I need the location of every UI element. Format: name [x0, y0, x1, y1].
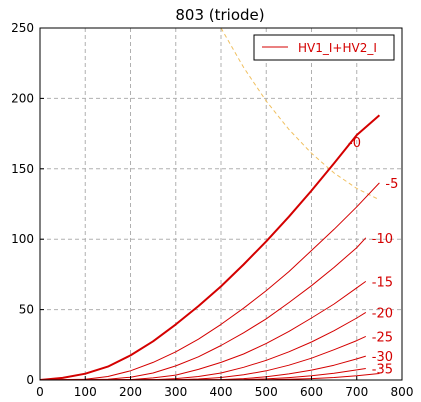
x-tick-label: 800 — [391, 385, 414, 399]
x-tick-label: 500 — [255, 385, 278, 399]
ticks: 0 100 200 300 400 500 600 700 800 0 50 100 150 200 250 — [11, 21, 413, 399]
curve-label: -35 — [372, 362, 393, 377]
y-tick-label: 0 — [26, 373, 34, 387]
series-line-0 — [40, 114, 381, 380]
load-line-layer — [220, 28, 380, 201]
y-tick-label: 100 — [11, 232, 34, 246]
series-line-1 — [40, 182, 380, 380]
curve-label: -0 — [348, 136, 361, 151]
legend: HV1_I+HV2_I — [253, 34, 395, 61]
x-tick-label: 200 — [119, 385, 142, 399]
curve-label: -5 — [385, 177, 398, 192]
series-line-2 — [40, 237, 367, 380]
x-tick-label: 600 — [300, 385, 323, 399]
y-tick-label: 200 — [11, 91, 34, 105]
curve-labels: -0 -5 -10 -15 -20 -25 -30-35 — [348, 136, 398, 377]
series-line-3 — [40, 280, 367, 380]
curve-label: -30 — [372, 350, 393, 365]
grid — [40, 28, 402, 380]
x-tick-label: 400 — [210, 385, 233, 399]
y-tick-label: 150 — [11, 162, 34, 176]
x-tick-label: 0 — [36, 385, 44, 399]
chart-title: 803 (triode) — [175, 6, 264, 24]
load-line — [220, 28, 380, 201]
legend-entry: HV1_I+HV2_I — [298, 41, 377, 55]
curve-label: -15 — [372, 275, 393, 290]
x-tick-label: 300 — [164, 385, 187, 399]
curve-label: -20 — [372, 306, 393, 321]
x-tick-label: 100 — [74, 385, 97, 399]
y-tick-label: 50 — [19, 303, 34, 317]
y-tick-label: 250 — [11, 21, 34, 35]
curve-label: -25 — [372, 330, 393, 345]
series-line-4 — [40, 311, 367, 380]
curve-label: -10 — [372, 232, 393, 247]
x-tick-label: 700 — [345, 385, 368, 399]
